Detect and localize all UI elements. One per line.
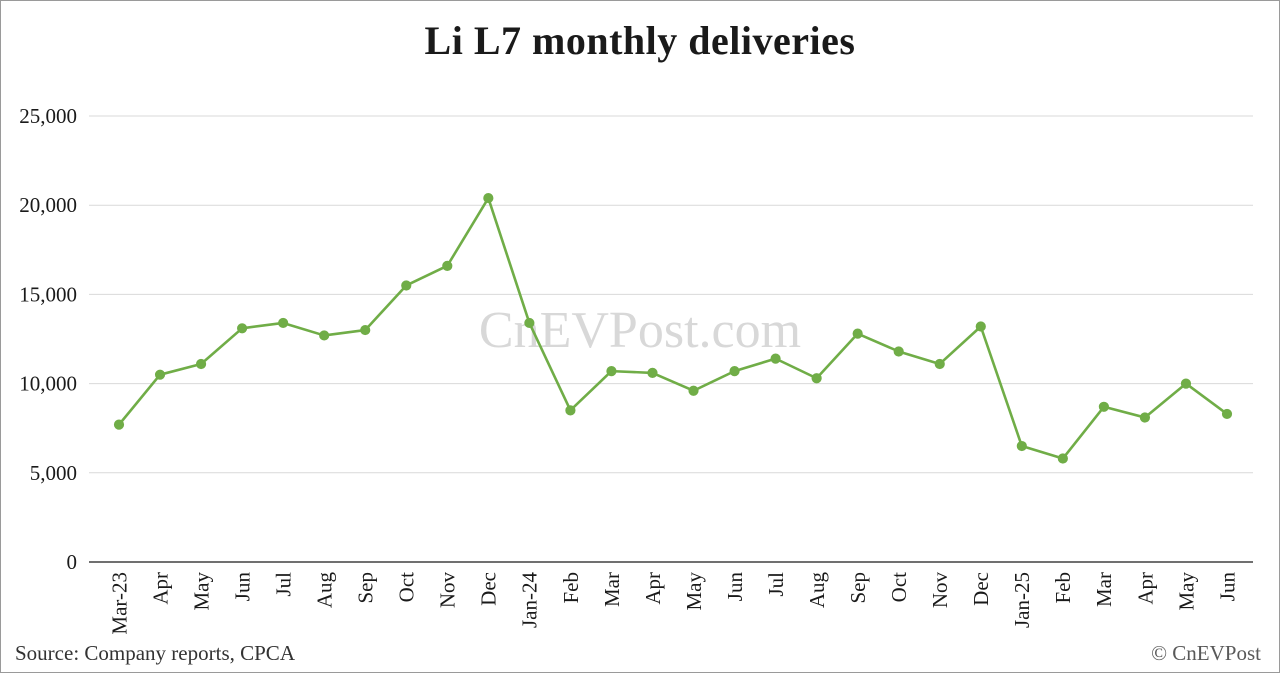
data-point-marker — [483, 192, 494, 204]
y-axis-tick-label: 10,000 — [19, 372, 77, 396]
data-point-marker — [319, 330, 330, 341]
data-point-marker — [770, 353, 781, 364]
chart-title: Li L7 monthly deliveries — [424, 18, 856, 63]
y-axis-tick-label: 20,000 — [19, 193, 77, 217]
data-point-marker — [1057, 453, 1068, 464]
data-point-marker — [606, 366, 617, 377]
deliveries-line — [117, 196, 1229, 460]
copyright-note: © CnEVPost — [1151, 641, 1261, 665]
data-point-marker — [401, 280, 412, 291]
x-axis-tick-label: Jun — [723, 572, 747, 602]
data-point-marker — [975, 321, 986, 332]
x-axis-tick-label: Sep — [846, 572, 870, 604]
x-axis-tick-label: Mar-23 — [107, 572, 131, 635]
x-axis-tick-label: Aug — [805, 572, 829, 609]
data-point-marker — [893, 346, 904, 357]
data-point-marker — [852, 328, 863, 339]
data-point-marker — [1139, 412, 1151, 423]
x-axis-tick-label: Oct — [395, 572, 419, 602]
x-axis-tick-label: Jan-24 — [518, 572, 542, 628]
y-axis-tick-label: 15,000 — [19, 282, 77, 306]
x-axis-tick-label: Dec — [477, 572, 501, 606]
x-axis-tick-label: Jan-25 — [1010, 572, 1034, 628]
data-point-marker — [154, 369, 166, 380]
data-point-marker — [237, 323, 248, 334]
x-axis-tick-label: Oct — [887, 572, 911, 602]
x-axis-tick-label: Apr — [641, 572, 665, 605]
data-point-marker — [278, 317, 289, 329]
x-axis-tick-label: Jul — [764, 572, 788, 597]
x-axis-tick-label: Dec — [969, 572, 993, 606]
x-axis-tick-label: Nov — [436, 572, 460, 609]
x-axis-tick-label: Feb — [1051, 572, 1075, 604]
y-axis-tick-label: 5,000 — [30, 461, 77, 485]
x-axis-tick-label: Jul — [271, 572, 295, 597]
data-point-marker — [729, 366, 740, 377]
x-axis-tick-label: Jun — [1215, 572, 1239, 602]
source-note: Source: Company reports, CPCA — [15, 641, 295, 665]
y-axis-tick-label: 0 — [67, 550, 78, 574]
data-point-marker — [1098, 401, 1109, 412]
x-axis-tick-label: Apr — [148, 572, 172, 605]
x-axis-tick-label: May — [189, 572, 213, 611]
data-point-marker — [647, 367, 658, 378]
data-point-marker — [195, 358, 207, 370]
data-point-marker — [811, 373, 822, 384]
x-axis-tick-label: Nov — [928, 572, 952, 609]
data-point-marker — [524, 317, 535, 329]
x-axis-tick-label: Sep — [354, 572, 378, 604]
x-axis-tick-label: Mar — [600, 572, 624, 607]
x-axis-tick-label: Aug — [313, 572, 337, 609]
data-point-marker — [934, 358, 945, 370]
x-axis-tick-label: Mar — [1092, 572, 1116, 607]
x-axis-tick-label: Apr — [1133, 572, 1157, 605]
data-point-marker — [442, 260, 453, 271]
data-point-marker — [1221, 408, 1233, 420]
data-point-marker — [1016, 440, 1027, 452]
data-point-marker — [1180, 378, 1192, 389]
x-axis-tick-label: Feb — [559, 572, 583, 604]
data-point-marker — [360, 324, 371, 336]
x-axis-tick-label: Jun — [230, 572, 254, 602]
x-axis-tick-label: May — [682, 572, 706, 611]
y-axis-tick-label: 25,000 — [19, 104, 77, 128]
data-point-marker — [688, 385, 699, 396]
data-point-marker — [565, 405, 576, 416]
x-axis-tick-label: May — [1174, 572, 1198, 611]
data-point-marker — [113, 419, 125, 430]
